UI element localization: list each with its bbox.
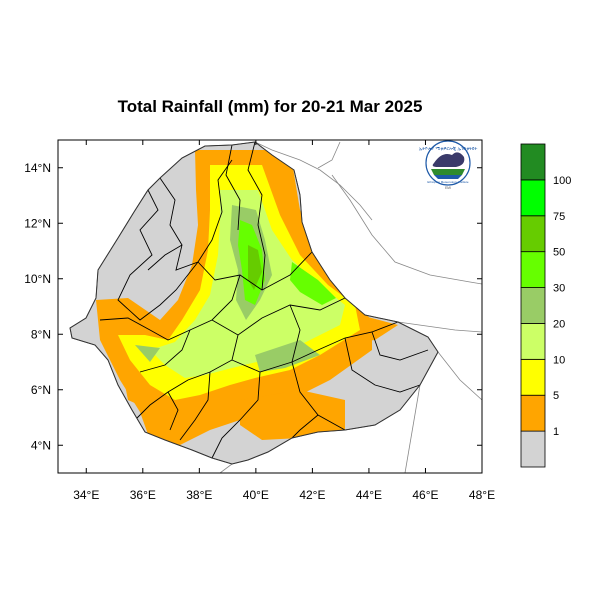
legend-label: 10 [553, 354, 565, 366]
emi-logo: ኢትዮጵያ ሚቲዎሮሎጂ ኢንስቲትዩት Ethiopian Meteorolo… [419, 140, 478, 190]
admin-boundaries [99, 142, 429, 459]
legend-label: 30 [553, 283, 565, 295]
legend-label: 1 [553, 426, 559, 438]
legend-label: 50 [553, 247, 565, 259]
lat-tick-label: 4°N [31, 438, 51, 452]
latitude-axis: 14°N 12°N 10°N 8°N 6°N 4°N [24, 161, 482, 452]
logo-ribbon-text: EMI [445, 186, 451, 190]
legend-label: 5 [553, 390, 559, 402]
map-frame [57, 139, 483, 474]
lon-tick-label: 40°E [243, 488, 269, 502]
map-panel: ኢትዮጵያ ሚቲዎሮሎጂ ኢንስቲትዩት Ethiopian Meteorolo… [57, 139, 483, 474]
lat-tick-label: 10°N [24, 272, 51, 286]
rain-class-50-75 [248, 245, 262, 290]
lon-tick-label: 34°E [73, 488, 99, 502]
legend-swatch [520, 394, 546, 432]
lon-tick-label: 44°E [356, 488, 382, 502]
legend-label: 75 [553, 211, 565, 223]
legend-swatch [520, 358, 546, 396]
neighbour-borders [219, 141, 482, 473]
lat-tick-label: 8°N [31, 327, 51, 341]
logo-bottom-text: Ethiopian Meteorology Institute [427, 180, 469, 184]
legend-swatch [520, 430, 546, 468]
legend-swatch [520, 251, 546, 288]
lon-tick-label: 46°E [412, 488, 438, 502]
lat-tick-label: 14°N [24, 161, 51, 175]
legend-swatch [520, 323, 546, 360]
color-legend: 1 5 10 20 30 50 75 100 [520, 143, 571, 468]
legend-swatch [520, 215, 546, 253]
logo-arc-text: ኢትዮጵያ ሚቲዎሮሎጂ ኢንስቲትዩት [419, 146, 478, 151]
legend-swatch [520, 287, 546, 324]
lon-tick-label: 48°E [469, 488, 495, 502]
longitude-axis: 34°E 36°E 38°E 40°E 42°E 44°E 46°E 48°E [73, 140, 495, 502]
lon-tick-label: 42°E [299, 488, 325, 502]
lat-tick-label: 6°N [31, 383, 51, 397]
map-title: Total Rainfall (mm) for 20-21 Mar 2025 [117, 97, 423, 116]
legend-label: 20 [553, 318, 565, 330]
lon-tick-label: 36°E [130, 488, 156, 502]
legend-swatch [520, 179, 546, 217]
lat-tick-label: 12°N [24, 216, 51, 230]
lon-tick-label: 38°E [186, 488, 212, 502]
legend-swatch [520, 143, 546, 181]
legend-label: 100 [553, 175, 571, 187]
